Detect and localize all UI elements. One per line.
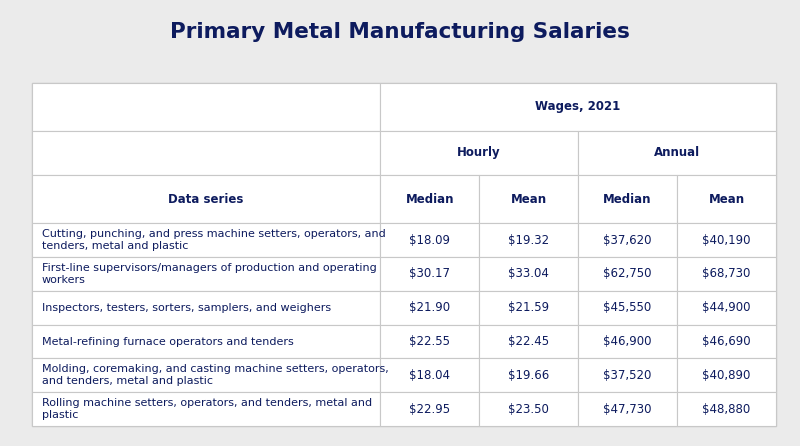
Text: $46,900: $46,900 [603, 335, 652, 348]
Text: $18.09: $18.09 [409, 234, 450, 247]
Text: $68,730: $68,730 [702, 268, 750, 281]
Text: Mean: Mean [709, 193, 745, 206]
Text: Median: Median [603, 193, 652, 206]
Text: $47,730: $47,730 [603, 403, 652, 416]
Text: $33.04: $33.04 [508, 268, 549, 281]
Text: $30.17: $30.17 [409, 268, 450, 281]
Text: $37,520: $37,520 [603, 369, 652, 382]
Text: Rolling machine setters, operators, and tenders, metal and
plastic: Rolling machine setters, operators, and … [42, 398, 372, 420]
Text: $19.66: $19.66 [508, 369, 550, 382]
Text: $22.45: $22.45 [508, 335, 549, 348]
Text: $18.04: $18.04 [409, 369, 450, 382]
Text: $21.59: $21.59 [508, 301, 549, 314]
Text: $40,890: $40,890 [702, 369, 750, 382]
Text: $19.32: $19.32 [508, 234, 549, 247]
Text: Mean: Mean [510, 193, 546, 206]
Text: Hourly: Hourly [458, 146, 501, 159]
Text: $23.50: $23.50 [508, 403, 549, 416]
Text: $45,550: $45,550 [603, 301, 652, 314]
Text: $22.95: $22.95 [409, 403, 450, 416]
Text: Metal-refining furnace operators and tenders: Metal-refining furnace operators and ten… [42, 336, 294, 347]
Text: Molding, coremaking, and casting machine setters, operators,
and tenders, metal : Molding, coremaking, and casting machine… [42, 364, 388, 386]
Text: Primary Metal Manufacturing Salaries: Primary Metal Manufacturing Salaries [170, 22, 630, 42]
Text: Annual: Annual [654, 146, 700, 159]
Text: $21.90: $21.90 [409, 301, 450, 314]
Text: $40,190: $40,190 [702, 234, 750, 247]
Text: Wages, 2021: Wages, 2021 [535, 100, 621, 113]
Text: $22.55: $22.55 [409, 335, 450, 348]
Text: $44,900: $44,900 [702, 301, 750, 314]
Text: Inspectors, testers, sorters, samplers, and weighers: Inspectors, testers, sorters, samplers, … [42, 303, 330, 313]
Text: $37,620: $37,620 [603, 234, 652, 247]
Text: First-line supervisors/managers of production and operating
workers: First-line supervisors/managers of produ… [42, 263, 376, 285]
Text: $48,880: $48,880 [702, 403, 750, 416]
Text: Data series: Data series [169, 193, 244, 206]
Text: $62,750: $62,750 [603, 268, 652, 281]
Text: Cutting, punching, and press machine setters, operators, and
tenders, metal and : Cutting, punching, and press machine set… [42, 229, 386, 251]
Text: Median: Median [406, 193, 454, 206]
Text: $46,690: $46,690 [702, 335, 751, 348]
